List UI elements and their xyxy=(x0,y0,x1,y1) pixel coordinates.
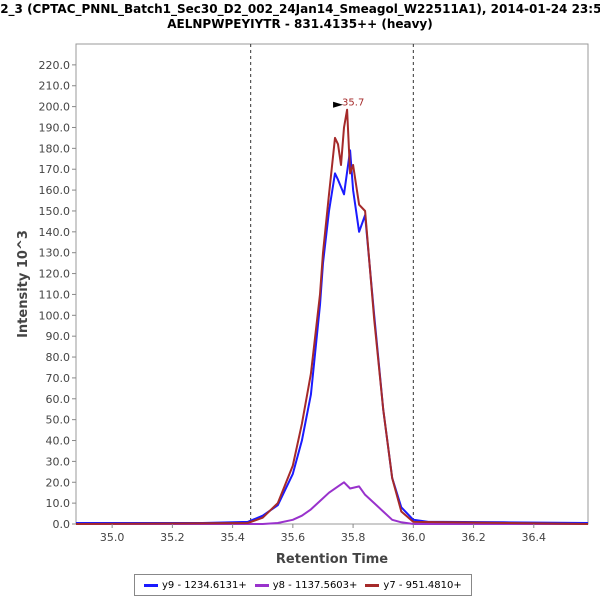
chart-title: D2_3 (CPTAC_PNNL_Batch1_Sec30_D2_002_24J… xyxy=(0,2,600,17)
y-tick-label: 10.0 xyxy=(46,497,71,510)
peak-arrow-icon xyxy=(333,101,344,108)
legend: y9 - 1234.6131+ y8 - 1137.5603+ y7 - 951… xyxy=(134,574,472,596)
y-tick-label: 150.0 xyxy=(39,205,71,218)
legend-item: y9 - 1234.6131+ xyxy=(144,580,247,591)
chart-subtitle: AELNPWPEYIYTR - 831.4135++ (heavy) xyxy=(167,17,433,31)
y-tick-label: 140.0 xyxy=(39,226,71,239)
legend-label: y9 - 1234.6131+ xyxy=(162,579,247,591)
y-tick-label: 50.0 xyxy=(46,414,71,427)
peak-annotation: 35.7 xyxy=(333,98,364,109)
series-line xyxy=(76,149,589,524)
retention-time-markers xyxy=(250,44,414,524)
series-line xyxy=(76,481,588,525)
x-axis: 35.0 35.2 35.4 35.6 35.8 36.0 36.2 36.4 xyxy=(100,524,546,544)
y-tick-label: 70.0 xyxy=(46,372,71,385)
y-tick-label: 90.0 xyxy=(46,330,71,343)
y-tick-label: 130.0 xyxy=(39,247,71,260)
y-tick-label: 220.0 xyxy=(39,59,71,72)
x-tick-label: 35.6 xyxy=(281,531,306,544)
y-tick-label: 170.0 xyxy=(39,163,71,176)
y-tick-label: 60.0 xyxy=(46,393,71,406)
legend-swatch xyxy=(144,583,158,587)
y-tick-label: 80.0 xyxy=(46,351,71,364)
series-line xyxy=(75,108,589,525)
y-tick-label: 40.0 xyxy=(46,435,71,448)
y-tick-label: 210.0 xyxy=(39,80,71,93)
x-tick-label: 36.0 xyxy=(401,531,426,544)
legend-swatch xyxy=(254,583,269,587)
y-tick-label: 200.0 xyxy=(39,101,71,114)
legend-label: y7 - 951.4810+ xyxy=(383,579,462,591)
y-axis: 0.0 10.0 20.0 30.0 40.0 50.0 60.0 70.0 80.0 90.0 1… xyxy=(39,59,76,531)
x-tick-label: 35.2 xyxy=(160,531,185,544)
y-tick-label: 100.0 xyxy=(39,309,71,322)
legend-label: y8 - 1137.5603+ xyxy=(272,579,358,591)
plot-area: 35.7 xyxy=(75,43,589,525)
y-tick-label: 160.0 xyxy=(39,184,71,197)
y-tick-label: 110.0 xyxy=(39,288,71,301)
y-axis-label: Intensity 10^3 xyxy=(16,230,31,338)
x-tick-label: 36.2 xyxy=(461,531,486,544)
peak-label: 35.7 xyxy=(342,98,364,109)
x-tick-label: 35.4 xyxy=(220,531,245,544)
plot-frame xyxy=(75,43,589,525)
x-tick-label: 36.4 xyxy=(522,531,547,544)
y-tick-label: 120.0 xyxy=(39,268,71,281)
series-lines xyxy=(75,108,589,525)
x-tick-label: 35.0 xyxy=(100,531,125,544)
y-tick-label: 20.0 xyxy=(46,476,71,489)
legend-item: y8 - 1137.5603+ xyxy=(254,579,358,591)
legend-swatch xyxy=(365,583,380,587)
x-tick-label: 35.8 xyxy=(341,531,366,544)
y-tick-label: 180.0 xyxy=(39,142,71,155)
y-tick-label: 0.0 xyxy=(53,518,71,531)
legend-item: y7 - 951.4810+ xyxy=(365,579,462,591)
x-axis-label: Retention Time xyxy=(276,552,388,567)
y-tick-label: 190.0 xyxy=(39,121,71,134)
y-tick-label: 30.0 xyxy=(46,455,71,468)
